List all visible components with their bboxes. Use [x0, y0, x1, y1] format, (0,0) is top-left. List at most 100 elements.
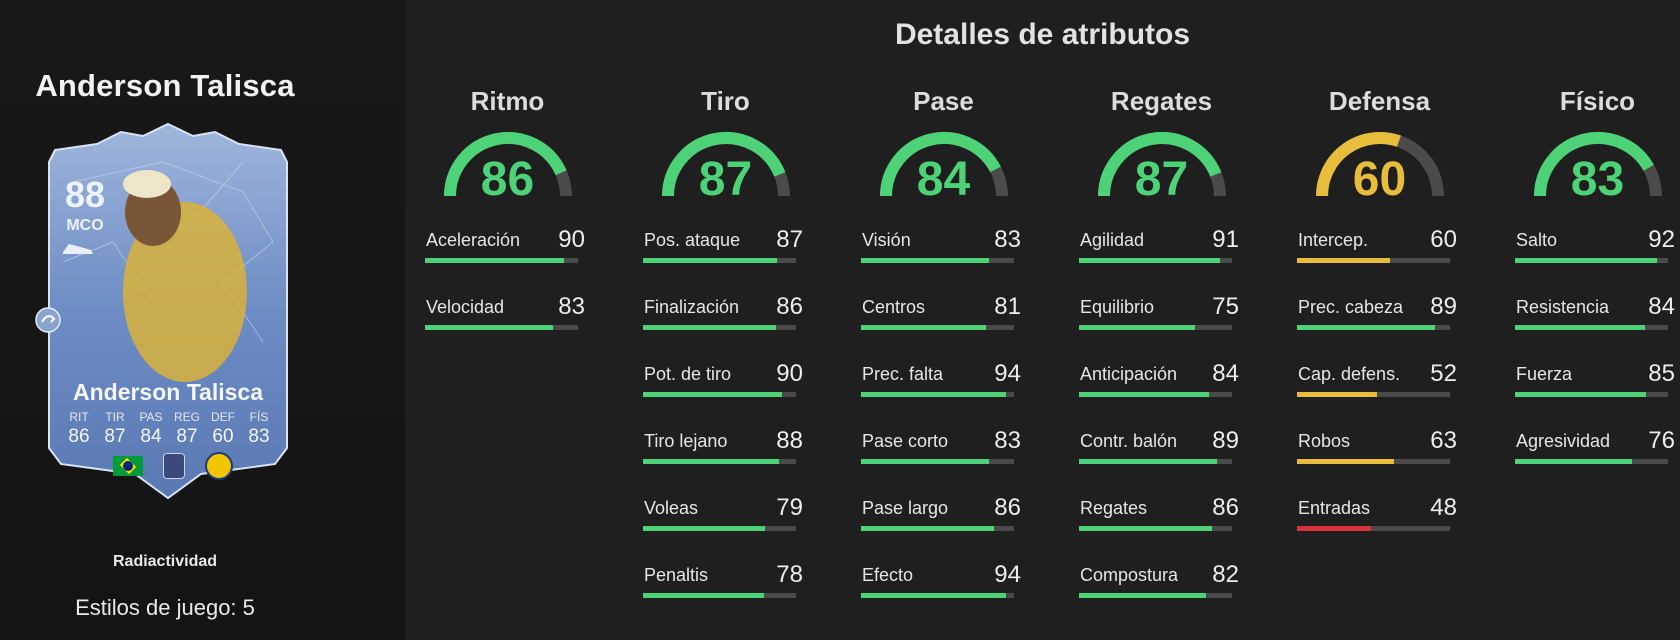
attribute-name: Pot. de tiro — [644, 364, 732, 384]
attribute-bar — [643, 392, 796, 397]
attribute-row: Prec. cabeza 89 — [1292, 293, 1467, 364]
attribute-bar — [643, 325, 796, 330]
attribute-value: 86 — [776, 293, 803, 320]
category-score: 87 — [1134, 153, 1189, 206]
attribute-bar — [1515, 392, 1668, 397]
attribute-name: Efecto — [862, 565, 914, 585]
attribute-bar — [643, 526, 796, 531]
attribute-name: Regates — [1080, 498, 1148, 518]
attribute-bar-fill — [643, 258, 778, 263]
attribute-bar — [861, 459, 1014, 464]
attribute-row: Regates 86 — [1074, 494, 1249, 565]
attribute-name: Equilibrio — [1080, 297, 1155, 317]
attribute-bar-fill — [1515, 258, 1658, 263]
attribute-row: Velocidad 83 — [420, 293, 595, 364]
attribute-bar-fill — [1297, 459, 1395, 464]
category-score: 86 — [480, 153, 535, 206]
attribute-name: Prec. cabeza — [1298, 297, 1404, 317]
attribute-value: 48 — [1430, 494, 1457, 521]
attribute-name: Pos. ataque — [644, 230, 741, 250]
category-gauge: 86 — [443, 130, 573, 206]
attribute-value: 86 — [1212, 494, 1239, 521]
attribute-bar-fill — [1297, 526, 1372, 531]
playstyle-swap-icon[interactable] — [33, 305, 63, 335]
card-stat: PAS 84 — [135, 410, 167, 448]
gauge-fill — [1315, 132, 1401, 197]
attribute-value: 79 — [776, 494, 803, 521]
category-5: Físico 83 Salto 92 Resistencia 84 Fuerza 85 Agre… — [1510, 86, 1680, 498]
card-stat: TIR 87 — [99, 410, 131, 448]
category-gauge: 60 — [1315, 130, 1445, 206]
attribute-name: Centros — [862, 297, 926, 317]
card-rating: 88 — [64, 174, 106, 215]
attribute-list: Intercep. 60 Prec. cabeza 89 Cap. defens. 52 R… — [1292, 226, 1467, 565]
attribute-value: 81 — [994, 293, 1021, 320]
attribute-bar-fill — [643, 459, 779, 464]
attribute-name: Pase largo — [862, 498, 949, 518]
category-name: Ritmo — [470, 86, 545, 116]
attribute-bar — [1297, 325, 1450, 330]
card-background — [48, 122, 288, 500]
card-stat-value: 87 — [176, 426, 198, 447]
playstyles-count[interactable]: Estilos de juego: 5 — [75, 595, 255, 620]
attribute-name: Finalización — [644, 297, 740, 317]
attribute-bar — [1079, 593, 1232, 598]
attribute-row: Prec. falta 94 — [856, 360, 1031, 431]
attribute-name: Penaltis — [644, 565, 709, 585]
boot-icon — [63, 244, 93, 254]
attribute-name: Entradas — [1298, 498, 1371, 518]
category-2: Pase 84 Visión 83 Centros 81 Prec. falta 94 Pase… — [856, 86, 1031, 632]
attribute-name: Agilidad — [1080, 230, 1145, 250]
card-stats: RIT 86 TIR 87 PAS 84 REG 87 DEF 60 FÍS 8… — [63, 410, 275, 448]
card-stat: FÍS 83 — [243, 410, 275, 448]
attribute-value: 52 — [1430, 360, 1457, 387]
attribute-bar-fill — [1515, 392, 1647, 397]
attribute-bar-fill — [861, 459, 990, 464]
attribute-bar — [1079, 526, 1232, 531]
card-player-name: Anderson Talisca — [72, 379, 264, 405]
attribute-name: Fuerza — [1516, 364, 1573, 384]
player-card[interactable]: 88 MCO Anderson Talisca RIT 86 TIR 87 PA… — [35, 122, 293, 500]
category-name: Regates — [1110, 86, 1213, 116]
card-stat: DEF 60 — [207, 410, 239, 448]
attribute-value: 89 — [1212, 427, 1239, 454]
attribute-bar — [643, 258, 796, 263]
attribute-value: 78 — [776, 561, 803, 588]
attribute-bar — [861, 325, 1014, 330]
category-name: Defensa — [1328, 86, 1431, 116]
attribute-bar-fill — [643, 526, 766, 531]
attribute-row: Efecto 94 — [856, 561, 1031, 632]
attribute-bar-fill — [1079, 258, 1220, 263]
attribute-bar-fill — [861, 593, 1007, 598]
attribute-bar-fill — [1079, 459, 1217, 464]
attribute-bar-fill — [1079, 526, 1212, 531]
attribute-bar-fill — [1079, 593, 1206, 598]
attribute-bar — [1297, 459, 1450, 464]
attribute-name: Tiro lejano — [644, 431, 728, 451]
attribute-bar-fill — [643, 593, 764, 598]
attribute-bar-fill — [1297, 392, 1378, 397]
gauge-fill — [1097, 132, 1221, 197]
attribute-row: Salto 92 — [1510, 226, 1680, 297]
attribute-bar — [643, 593, 796, 598]
attribute-row: Centros 81 — [856, 293, 1031, 364]
attribute-value: 84 — [1648, 293, 1675, 320]
attribute-bar-fill — [643, 325, 776, 330]
category-0: Ritmo 86 Aceleración 90 Velocidad 83 — [420, 86, 595, 364]
category-score: 87 — [698, 153, 753, 206]
attribute-value: 94 — [994, 360, 1021, 387]
attribute-row: Pase largo 86 — [856, 494, 1031, 565]
attribute-value: 84 — [1212, 360, 1239, 387]
card-icons — [113, 452, 233, 480]
attribute-bar — [1297, 258, 1450, 263]
attribute-row: Finalización 86 — [638, 293, 813, 364]
attribute-list: Agilidad 91 Equilibrio 75 Anticipación 84 Cont… — [1074, 226, 1249, 632]
attribute-bar-fill — [425, 258, 565, 263]
attribute-bar — [1079, 392, 1232, 397]
attribute-bar-fill — [861, 392, 1007, 397]
attribute-bar — [861, 258, 1014, 263]
attribute-row: Voleas 79 — [638, 494, 813, 565]
attribute-name: Visión — [862, 230, 911, 250]
attribute-name: Resistencia — [1516, 297, 1610, 317]
attribute-bar — [1079, 459, 1232, 464]
